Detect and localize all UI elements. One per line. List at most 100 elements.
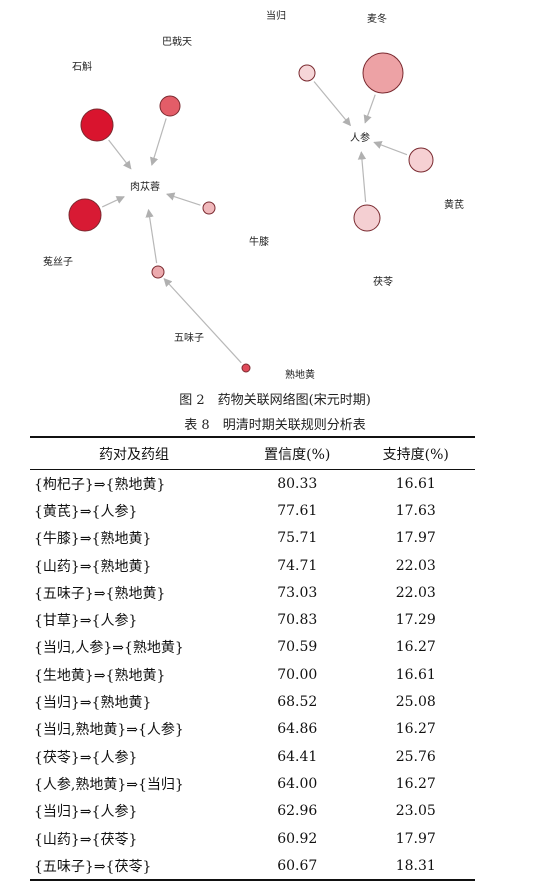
- support-cell: 23.05: [395, 803, 436, 820]
- support-cell: 17.63: [395, 502, 436, 519]
- rule-cell: {当归}⇒{人参}: [34, 804, 138, 821]
- support-cell: 25.08: [395, 694, 436, 711]
- confidence-cell: 62.96: [277, 803, 318, 820]
- rule-cell: {当归,人参}⇒{熟地黄}: [34, 640, 184, 657]
- support-cell: 16.27: [395, 639, 436, 656]
- node-label-huangqi: 黄芪: [444, 198, 464, 211]
- rule-cell: {山药}⇒{茯苓}: [34, 831, 138, 848]
- node-label-roucongrong: 肉苁蓉: [130, 180, 160, 193]
- confidence-cell: 68.52: [277, 694, 318, 711]
- support-cell: 25.76: [395, 748, 436, 765]
- node-label-renshen: 人参: [350, 131, 370, 144]
- node-label-maidong: 麦冬: [367, 12, 387, 25]
- node-label-tusizi: 菟丝子: [43, 255, 73, 268]
- node-shihu: [80, 108, 114, 142]
- edge-tusizi-roucongrong: [101, 196, 125, 208]
- association-rules-table: 药对及药组 置信度(%) 支持度(%) {枸杞子}⇒{熟地黄} 80.33 16.6…: [30, 436, 475, 882]
- support-cell: 18.31: [356, 852, 475, 882]
- table-row: {山药}⇒{茯苓} 60.92 17.97: [30, 825, 475, 852]
- table-header-row: 药对及药组 置信度(%) 支持度(%): [30, 436, 475, 470]
- table-row: {枸杞子}⇒{熟地黄} 80.33 16.61: [30, 470, 475, 498]
- node-huangqi: [408, 147, 434, 173]
- table-row: {当归,熟地黄}⇒{人参} 64.86 16.27: [30, 716, 475, 743]
- table-row: {生地黄}⇒{熟地黄} 70.00 16.61: [30, 661, 475, 688]
- node-shudihuang: [241, 363, 251, 373]
- confidence-cell: 77.61: [277, 502, 318, 519]
- table-row: {山药}⇒{熟地黄} 74.71 22.03: [30, 552, 475, 579]
- rule-cell: {五味子}⇒{茯苓}: [30, 852, 238, 882]
- edge-huangqi-renshen: [373, 141, 408, 156]
- node-fuling: [353, 204, 381, 232]
- rule-cell: {甘草}⇒{人参}: [34, 613, 138, 630]
- node-label-wuweizi: 五味子: [174, 332, 204, 344]
- table-row: {五味子}⇒{茯苓} 60.67 18.31: [30, 852, 475, 882]
- confidence-cell: 60.92: [277, 830, 318, 847]
- edge-bajitian-roucongrong: [149, 118, 167, 166]
- table-row: {甘草}⇒{人参} 70.83 17.29: [30, 606, 475, 633]
- table-row: {人参,熟地黄}⇒{当归} 64.00 16.27: [30, 770, 475, 797]
- table-row: {黄芪}⇒{人参} 77.61 17.63: [30, 497, 475, 524]
- rule-cell: {牛膝}⇒{熟地黄}: [34, 531, 152, 548]
- rule-cell: {枸杞子}⇒{熟地黄}: [34, 476, 166, 493]
- node-niuxi: [202, 201, 216, 215]
- node-label-danggui: 当归: [266, 9, 286, 22]
- node-label-niuxi: 牛膝: [249, 235, 269, 248]
- edge-shudihuang-wuweizi: [163, 278, 242, 364]
- confidence-cell: 75.71: [277, 530, 318, 547]
- support-cell: 16.27: [395, 775, 436, 792]
- rule-cell: {当归,熟地黄}⇒{人参}: [34, 722, 184, 739]
- confidence-cell: 74.71: [277, 557, 318, 574]
- support-cell: 16.61: [395, 666, 436, 683]
- node-wuweizi: [151, 265, 165, 279]
- node-label-shihu: 石斛: [72, 60, 92, 73]
- table-row: {当归}⇒{熟地黄} 68.52 25.08: [30, 688, 475, 715]
- node-bajitian: [159, 95, 181, 117]
- support-cell: 17.29: [395, 612, 436, 629]
- rule-cell: {当归}⇒{熟地黄}: [34, 695, 152, 712]
- confidence-cell: 73.03: [277, 584, 318, 601]
- support-cell: 22.03: [395, 584, 436, 601]
- table-row: {五味子}⇒{熟地黄} 73.03 22.03: [30, 579, 475, 606]
- edge-niuxi-roucongrong: [166, 192, 201, 206]
- rule-cell: {人参,熟地黄}⇒{当归}: [34, 776, 184, 793]
- edge-fuling-renshen: [357, 151, 367, 203]
- support-cell: 16.61: [395, 475, 436, 492]
- edge-layer: [101, 81, 408, 364]
- table-row: {当归}⇒{人参} 62.96 23.05: [30, 798, 475, 825]
- support-cell: 17.97: [395, 530, 436, 547]
- confidence-cell: 60.67: [238, 852, 357, 882]
- table-row: {茯苓}⇒{人参} 64.41 25.76: [30, 743, 475, 770]
- table-caption: 表 8 明清时期关联规则分析表: [184, 418, 366, 433]
- table-row: {牛膝}⇒{熟地黄} 75.71 17.97: [30, 525, 475, 552]
- table-body: {枸杞子}⇒{熟地黄} 80.33 16.61 {黄芪}⇒{人参} 77.61 17.63…: [30, 470, 475, 882]
- confidence-cell: 70.59: [277, 639, 318, 656]
- confidence-cell: 64.41: [277, 748, 318, 765]
- node-maidong: [362, 52, 404, 94]
- header-rule: 药对及药组: [30, 436, 238, 470]
- figure-caption: 图 2 药物关联网络图(宋元时期): [179, 393, 371, 408]
- support-cell: 17.97: [395, 830, 436, 847]
- support-cell: 16.27: [395, 721, 436, 738]
- node-label-bajitian: 巴戟天: [162, 35, 192, 48]
- edge-maidong-renshen: [363, 94, 376, 124]
- edge-wuweizi-roucongrong: [145, 208, 158, 264]
- node-danggui: [298, 64, 316, 82]
- confidence-cell: 64.00: [277, 775, 318, 792]
- rule-cell: {山药}⇒{熟地黄}: [34, 558, 152, 575]
- header-confidence: 置信度(%): [238, 436, 357, 470]
- confidence-cell: 70.00: [277, 666, 318, 683]
- table-row: {当归,人参}⇒{熟地黄} 70.59 16.27: [30, 634, 475, 661]
- confidence-cell: 70.83: [277, 612, 318, 629]
- edge-danggui-renshen: [313, 81, 351, 127]
- edge-shihu-roucongrong: [108, 139, 132, 170]
- rule-cell: {生地黄}⇒{熟地黄}: [34, 667, 166, 684]
- rule-cell: {黄芪}⇒{人参}: [34, 503, 138, 520]
- rule-cell: {五味子}⇒{熟地黄}: [34, 585, 166, 602]
- node-tusizi: [68, 198, 102, 232]
- header-support: 支持度(%): [356, 436, 475, 470]
- confidence-cell: 64.86: [277, 721, 318, 738]
- rule-cell: {茯苓}⇒{人参}: [34, 749, 138, 766]
- node-label-fuling: 茯苓: [373, 275, 393, 288]
